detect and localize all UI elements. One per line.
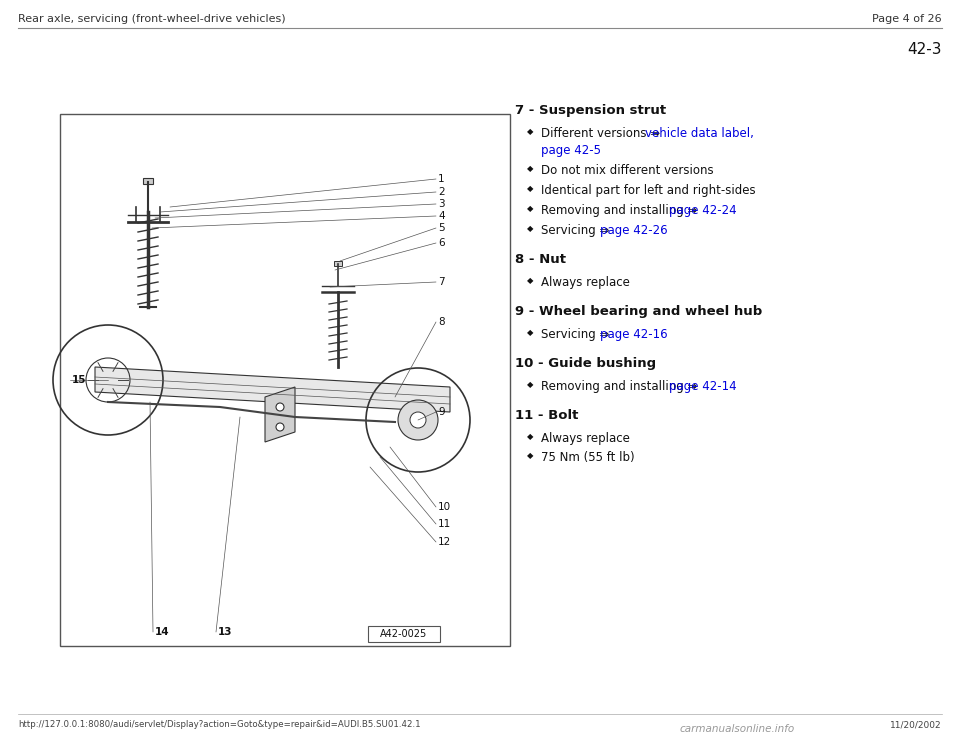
Text: 75 Nm (55 ft lb): 75 Nm (55 ft lb)	[541, 451, 635, 464]
Text: carmanualsonline.info: carmanualsonline.info	[680, 724, 795, 734]
Text: ◆: ◆	[527, 127, 534, 136]
Text: 9: 9	[438, 407, 444, 417]
Text: 10: 10	[438, 502, 451, 512]
Text: 8 - Nut: 8 - Nut	[515, 253, 566, 266]
Circle shape	[410, 412, 426, 428]
Polygon shape	[95, 367, 450, 412]
Text: ◆: ◆	[527, 204, 534, 213]
Text: Always replace: Always replace	[541, 432, 630, 445]
Text: A42-0025: A42-0025	[380, 629, 427, 639]
Text: 6: 6	[438, 238, 444, 248]
Text: 14: 14	[155, 627, 170, 637]
Text: Rear axle, servicing (front-wheel-drive vehicles): Rear axle, servicing (front-wheel-drive …	[18, 14, 286, 24]
Polygon shape	[265, 387, 295, 442]
Text: 1: 1	[438, 174, 444, 184]
Text: Servicing ⇒: Servicing ⇒	[541, 224, 613, 237]
Text: 11/20/2002: 11/20/2002	[890, 720, 942, 729]
Text: ◆: ◆	[527, 184, 534, 193]
Text: Page 4 of 26: Page 4 of 26	[873, 14, 942, 24]
Circle shape	[276, 403, 284, 411]
Circle shape	[276, 423, 284, 431]
Text: ◆: ◆	[527, 164, 534, 173]
Text: vehicle data label,: vehicle data label,	[645, 127, 754, 140]
Bar	[143, 178, 153, 184]
Text: ◆: ◆	[527, 451, 534, 460]
Text: Servicing ⇒: Servicing ⇒	[541, 328, 613, 341]
Text: 2: 2	[438, 187, 444, 197]
Text: 5: 5	[438, 223, 444, 233]
Text: ◆: ◆	[527, 224, 534, 233]
Text: 7: 7	[438, 277, 444, 287]
Bar	[60, 114, 510, 646]
Text: 7 - Suspension strut: 7 - Suspension strut	[515, 104, 666, 117]
Text: Different versions ⇒: Different versions ⇒	[541, 127, 664, 140]
Text: Removing and installing ⇒: Removing and installing ⇒	[541, 204, 701, 217]
FancyBboxPatch shape	[368, 626, 440, 642]
Text: ◆: ◆	[527, 276, 534, 285]
Text: http://127.0.0.1:8080/audi/servlet/Display?action=Goto&type=repair&id=AUDI.B5.SU: http://127.0.0.1:8080/audi/servlet/Displ…	[18, 720, 420, 729]
Circle shape	[398, 400, 438, 440]
Text: 3: 3	[438, 199, 444, 209]
Bar	[334, 261, 342, 266]
Text: Removing and installing ⇒: Removing and installing ⇒	[541, 380, 701, 393]
Text: Identical part for left and right-sides: Identical part for left and right-sides	[541, 184, 756, 197]
Text: 10 - Guide bushing: 10 - Guide bushing	[515, 357, 656, 370]
Text: Do not mix different versions: Do not mix different versions	[541, 164, 713, 177]
Text: Always replace: Always replace	[541, 276, 630, 289]
Text: ◆: ◆	[527, 328, 534, 337]
Text: page 42-14: page 42-14	[669, 380, 737, 393]
Text: 11 - Bolt: 11 - Bolt	[515, 409, 578, 422]
Text: ◆: ◆	[527, 380, 534, 389]
Text: ◆: ◆	[527, 432, 534, 441]
Text: 12: 12	[438, 537, 451, 547]
Text: 15: 15	[72, 375, 86, 385]
Text: page 42-16: page 42-16	[600, 328, 668, 341]
Text: 8: 8	[438, 317, 444, 327]
Text: 4: 4	[438, 211, 444, 221]
Text: 42-3: 42-3	[907, 42, 942, 57]
Text: 9 - Wheel bearing and wheel hub: 9 - Wheel bearing and wheel hub	[515, 305, 762, 318]
Text: page 42-24: page 42-24	[669, 204, 737, 217]
Text: 13: 13	[218, 627, 232, 637]
Text: page 42-26: page 42-26	[600, 224, 668, 237]
Text: 11: 11	[438, 519, 451, 529]
Text: page 42-5: page 42-5	[541, 144, 601, 157]
